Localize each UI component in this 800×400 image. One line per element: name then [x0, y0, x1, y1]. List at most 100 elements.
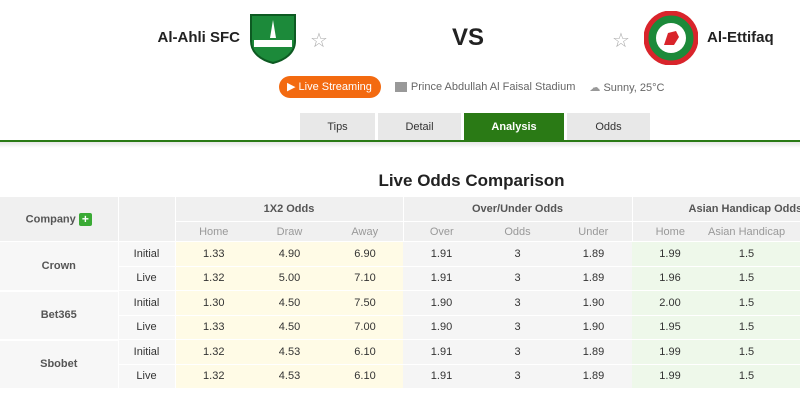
away-team-name[interactable]: Al-Ettifaq	[707, 29, 774, 46]
company-name[interactable]: Crown	[0, 241, 118, 292]
odds-cell-truncated	[785, 290, 800, 316]
odds-cell[interactable]: 3	[480, 315, 555, 340]
group-header-over-under: Over/Under Odds	[402, 197, 633, 222]
odds-type: Initial	[117, 241, 176, 267]
odds-cell[interactable]: 1.5	[708, 290, 786, 316]
odds-cell[interactable]: 1.91	[403, 241, 480, 267]
odds-cell[interactable]: 7.00	[327, 315, 403, 340]
odds-cell[interactable]: 4.53	[252, 364, 327, 389]
tab-detail[interactable]: Detail	[378, 113, 461, 141]
odds-cell[interactable]: 1.5	[708, 266, 786, 291]
vs-label: VS	[452, 24, 485, 51]
odds-cell-truncated	[785, 339, 800, 365]
odds-cell[interactable]: 1.89	[555, 266, 633, 291]
subheader: Away	[327, 221, 403, 242]
odds-type: Live	[117, 266, 176, 291]
odds-cell-truncated	[785, 315, 800, 340]
subheader: Home	[175, 221, 252, 242]
company-header: Company +	[0, 197, 118, 242]
table-row: Bet365 Initial 1.30 4.50 7.50 1.90 3 1.90 2.00 1.…	[0, 290, 800, 341]
stadium-info: Prince Abdullah Al Faisal Stadium	[394, 81, 575, 93]
odds-cell[interactable]: 3	[480, 339, 555, 365]
group-header-1x2: 1X2 Odds	[175, 197, 403, 222]
odds-cell[interactable]: 3	[480, 290, 555, 316]
odds-cell[interactable]: 1.89	[555, 339, 633, 365]
odds-cell[interactable]: 7.50	[327, 290, 403, 316]
odds-cell[interactable]: 1.99	[632, 241, 709, 267]
odds-cell[interactable]: 1.32	[175, 266, 252, 291]
odds-cell[interactable]: 1.89	[555, 364, 633, 389]
tab-underline	[0, 140, 800, 142]
odds-table: Company + 1X2 Odds Over/Under Odds Asian…	[0, 197, 800, 390]
odds-cell[interactable]: 4.53	[252, 339, 327, 365]
odds-cell[interactable]: 3	[480, 364, 555, 389]
odds-cell[interactable]: 1.90	[555, 290, 633, 316]
odds-cell[interactable]: 1.90	[403, 290, 480, 316]
odds-cell-truncated	[785, 364, 800, 389]
table-row: Live 1.32 5.00 7.10 1.91 3 1.89 1.96 1.5	[0, 266, 800, 291]
odds-cell[interactable]: 1.90	[555, 315, 633, 340]
odds-cell[interactable]: 1.91	[403, 266, 480, 291]
weather-sunny-cloud-icon: ☁	[589, 81, 601, 94]
odds-cell[interactable]: 4.50	[252, 315, 327, 340]
subheader: Odds	[480, 221, 555, 242]
odds-cell[interactable]: 3	[480, 266, 555, 291]
tab-analysis[interactable]: Analysis	[464, 113, 564, 141]
subheader: Over	[402, 221, 480, 242]
odds-cell[interactable]: 4.50	[252, 290, 327, 316]
odds-cell[interactable]: 3	[480, 241, 555, 267]
add-company-plus-icon[interactable]: +	[78, 212, 92, 226]
table-row: Crown Initial 1.33 4.90 6.90 1.91 3 1.89 1.99 1.5	[0, 241, 800, 292]
odds-cell[interactable]: 1.99	[632, 339, 709, 365]
group-header-asian-handicap: Asian Handicap Odds	[631, 197, 800, 222]
odds-cell[interactable]: 1.5	[708, 364, 786, 389]
odds-cell[interactable]: 1.96	[632, 266, 709, 291]
tab-tips[interactable]: Tips	[300, 113, 375, 141]
odds-cell[interactable]: 6.90	[327, 241, 403, 267]
table-row: Sbobet Initial 1.32 4.53 6.10 1.91 3 1.89 1.99 1.…	[0, 339, 800, 390]
odds-cell[interactable]: 1.90	[403, 315, 480, 340]
odds-cell[interactable]: 5.00	[252, 266, 327, 291]
odds-cell[interactable]: 6.10	[327, 339, 403, 365]
odds-cell[interactable]: 1.5	[708, 339, 786, 365]
home-team-name[interactable]: Al-Ahli SFC	[157, 29, 241, 46]
odds-cell[interactable]: 1.30	[175, 290, 252, 316]
subheader: Draw	[252, 221, 327, 242]
company-name[interactable]: Bet365	[0, 290, 118, 341]
favorite-away-star-icon[interactable]: ☆	[612, 30, 630, 52]
odds-cell[interactable]: 2.00	[632, 290, 709, 316]
odds-cell[interactable]: 1.33	[175, 241, 252, 267]
odds-cell[interactable]: 1.99	[632, 364, 709, 389]
play-icon: ▶︎	[287, 81, 299, 93]
tab-odds[interactable]: Odds	[567, 113, 650, 141]
subheader-truncated	[785, 221, 800, 242]
odds-cell[interactable]: 1.33	[175, 315, 252, 340]
odds-cell[interactable]: 1.95	[632, 315, 709, 340]
odds-cell[interactable]: 1.91	[403, 339, 480, 365]
odds-cell[interactable]: 1.89	[555, 241, 633, 267]
type-header	[117, 197, 176, 242]
odds-type: Initial	[117, 290, 176, 316]
subheader: Home	[631, 221, 709, 242]
odds-cell[interactable]: 1.5	[708, 315, 786, 340]
favorite-home-star-icon[interactable]: ☆	[310, 30, 328, 52]
table-row: Live 1.32 4.53 6.10 1.91 3 1.89 1.99 1.5	[0, 364, 800, 389]
odds-cell[interactable]: 7.10	[327, 266, 403, 291]
odds-cell[interactable]: 1.91	[403, 364, 480, 389]
odds-cell[interactable]: 4.90	[252, 241, 327, 267]
stadium-icon	[394, 82, 407, 93]
section-title: Live Odds Comparison	[378, 171, 565, 190]
live-streaming-button[interactable]: ▶︎ Live Streaming	[279, 76, 381, 98]
odds-cell[interactable]: 1.32	[175, 364, 252, 389]
odds-cell-truncated	[785, 266, 800, 291]
table-row: Live 1.33 4.50 7.00 1.90 3 1.90 1.95 1.5	[0, 315, 800, 340]
company-name[interactable]: Sbobet	[0, 339, 118, 390]
odds-cell[interactable]: 6.10	[327, 364, 403, 389]
subheader: Under	[555, 221, 633, 242]
odds-cell[interactable]: 1.32	[175, 339, 252, 365]
divider-shadow	[0, 142, 800, 148]
odds-cell[interactable]: 1.5	[708, 241, 786, 267]
weather-info: ☁ Sunny, 25°C	[589, 81, 665, 94]
subheader: Asian Handicap	[708, 221, 786, 242]
match-info-row: ▶︎ Live Streaming Prince Abdullah Al Fai…	[279, 76, 665, 98]
